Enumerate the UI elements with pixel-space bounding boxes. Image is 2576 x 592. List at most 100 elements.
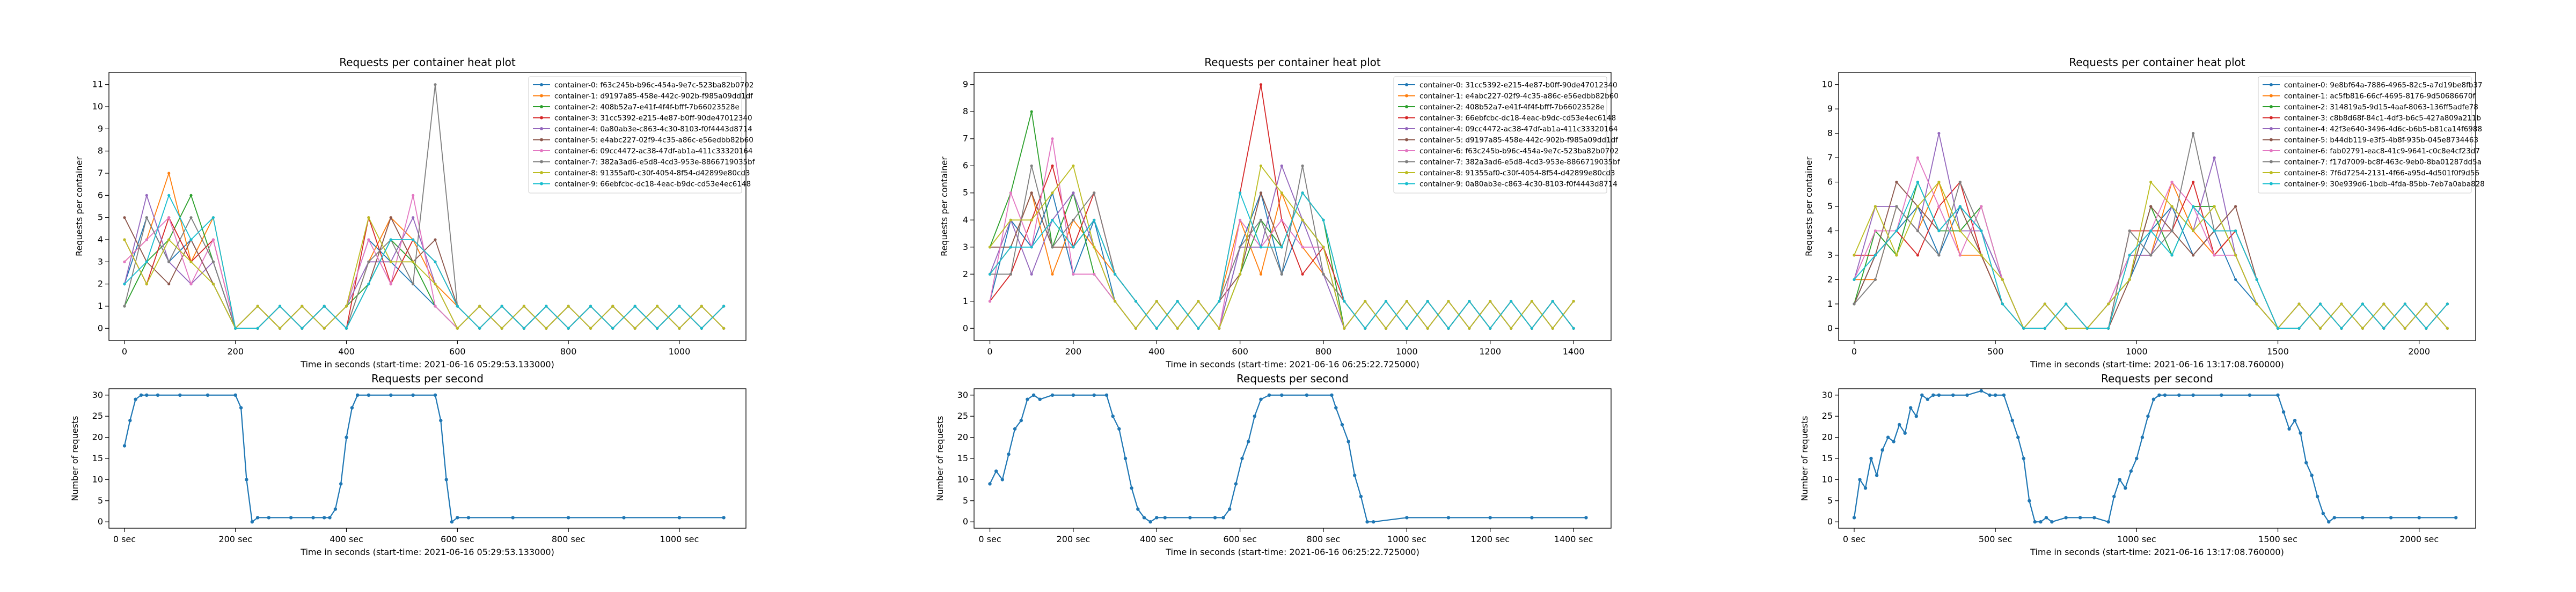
- data-point: [1114, 272, 1117, 276]
- legend-marker: [1405, 94, 1408, 98]
- x-tick-label: 1500 sec: [2258, 534, 2297, 544]
- y-tick-label: 10: [1822, 79, 1833, 90]
- rps-title: Requests per second: [2101, 372, 2213, 385]
- data-point: [1030, 272, 1033, 276]
- data-point: [2192, 205, 2195, 208]
- data-point: [633, 327, 636, 330]
- data-point: [1093, 272, 1096, 276]
- data-point: [567, 327, 570, 330]
- data-point: [1530, 300, 1533, 303]
- data-point: [1988, 393, 1992, 397]
- data-point: [139, 393, 143, 397]
- data-point: [1280, 191, 1283, 195]
- y-tick-label: 30: [1822, 390, 1833, 400]
- data-point: [1937, 180, 1941, 184]
- x-tick-label: 0 sec: [1843, 534, 1865, 544]
- legend-entry: container-6: fab02791-eac8-41c9-9641-c0c…: [2284, 147, 2480, 156]
- legend-entry: container-3: c8b8d68f-84c1-4df3-b6c5-427…: [2284, 114, 2481, 123]
- data-point: [1148, 520, 1152, 524]
- data-point: [145, 393, 149, 397]
- data-point: [2118, 478, 2121, 482]
- data-point: [1239, 272, 1242, 276]
- data-point: [233, 393, 237, 397]
- data-point: [1322, 246, 1325, 249]
- x-tick-label: 200 sec: [218, 534, 252, 544]
- legend-entry: container-4: 0a80ab3e-c863-4c30-8103-f0f…: [554, 125, 752, 134]
- data-point: [1197, 327, 1200, 330]
- data-point: [450, 520, 454, 524]
- data-point: [1030, 218, 1033, 221]
- data-point: [434, 283, 437, 286]
- data-point: [1340, 423, 1344, 427]
- data-point: [1072, 246, 1075, 249]
- y-tick-label: 10: [1822, 474, 1833, 484]
- x-tick-label: 500: [1987, 346, 2004, 357]
- data-point: [167, 194, 171, 197]
- data-point: [367, 260, 370, 263]
- legend-marker: [1405, 160, 1408, 164]
- data-point: [2149, 180, 2153, 184]
- data-point: [1895, 229, 1898, 233]
- data-point: [2361, 327, 2364, 330]
- data-point: [2129, 469, 2133, 473]
- data-point: [339, 482, 343, 486]
- data-point: [1874, 254, 1877, 257]
- heat-plot-frame: [974, 72, 1612, 341]
- data-point: [1468, 300, 1471, 303]
- legend-entry: container-1: e4abc227-02f9-4c35-a86c-e56…: [1419, 92, 1619, 101]
- x-tick-label: 1400: [1563, 346, 1585, 357]
- data-point: [478, 327, 481, 330]
- data-point: [1051, 272, 1054, 276]
- y-tick-label: 3: [963, 242, 968, 252]
- y-tick-label: 5: [1827, 201, 1833, 211]
- data-point: [1572, 300, 1575, 303]
- data-point: [1322, 272, 1325, 276]
- data-point: [1446, 516, 1451, 520]
- container-series-line: [124, 217, 724, 329]
- data-point: [2382, 302, 2385, 306]
- data-point: [611, 305, 614, 308]
- legend-marker: [1405, 171, 1408, 174]
- data-point: [1280, 393, 1284, 397]
- y-tick-label: 3: [1827, 250, 1833, 260]
- data-point: [2192, 180, 2195, 184]
- data-point: [1405, 516, 1409, 520]
- container-series-line: [124, 195, 724, 329]
- data-point: [345, 305, 348, 308]
- data-point: [189, 238, 193, 241]
- heat-data-layer: [123, 83, 726, 330]
- data-point: [722, 305, 726, 308]
- data-point: [211, 260, 215, 263]
- rps-series-line: [123, 394, 724, 523]
- data-point: [1134, 300, 1137, 303]
- y-tick-label: 9: [1827, 103, 1833, 114]
- data-point: [1364, 327, 1367, 330]
- legend-entry: container-4: 42f3e640-3496-4d6c-b6b5-b81…: [2284, 125, 2482, 134]
- data-point: [2177, 393, 2181, 397]
- data-point: [123, 216, 126, 219]
- y-tick-label: 25: [957, 411, 968, 421]
- data-point: [1530, 327, 1533, 330]
- data-point: [2255, 278, 2258, 282]
- data-point: [1267, 393, 1271, 397]
- data-point: [2135, 456, 2139, 461]
- data-point: [1092, 393, 1096, 397]
- data-point: [2157, 393, 2161, 397]
- data-point: [2446, 302, 2449, 306]
- y-tick-label: 8: [1827, 128, 1833, 138]
- data-point: [545, 305, 548, 308]
- y-tick-label: 6: [963, 160, 968, 171]
- x-tick-label: 0: [987, 346, 992, 357]
- data-point: [411, 393, 415, 397]
- y-tick-label: 5: [98, 495, 103, 506]
- data-point: [345, 435, 348, 439]
- y-tick-label: 0: [98, 323, 103, 333]
- data-point: [1916, 180, 1919, 184]
- data-point: [2213, 205, 2216, 208]
- heat-y-axis-label: Requests per container: [939, 157, 949, 256]
- y-tick-label: 5: [963, 495, 968, 506]
- data-point: [2107, 302, 2110, 306]
- data-point: [1898, 423, 1901, 427]
- data-point: [511, 516, 515, 520]
